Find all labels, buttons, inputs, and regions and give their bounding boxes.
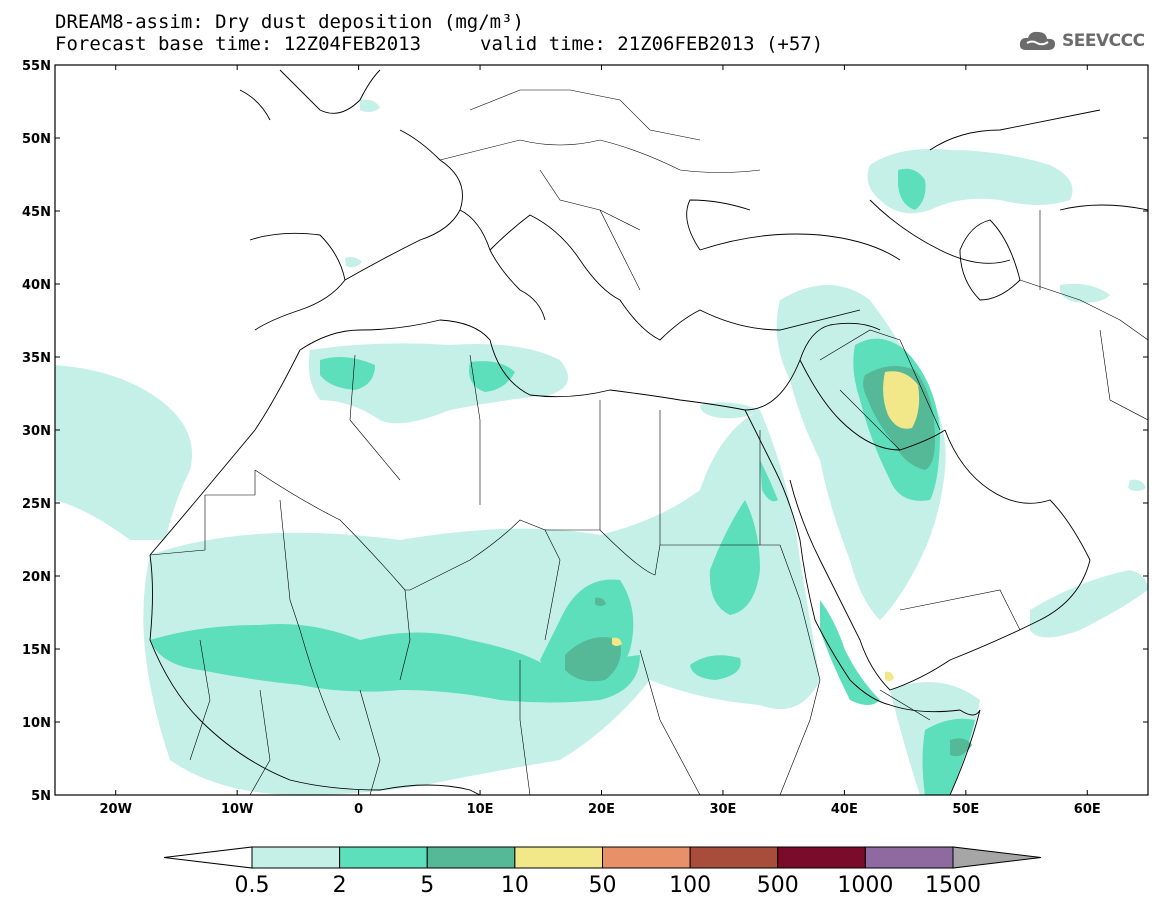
colorbar-label: 10 bbox=[501, 873, 529, 898]
latitude-ticks: 55N 50N 45N 40N 35N 30N 25N 20N 15N 10N 5N bbox=[22, 59, 1148, 804]
colorbar-label: 5 bbox=[420, 873, 434, 898]
colorbar-label: 1000 bbox=[837, 873, 893, 898]
colorbar: 0.5 2 5 10 50 100 500 1000 1500 bbox=[163, 846, 1042, 898]
colorbar-segment bbox=[514, 846, 603, 869]
logo-text: SEEVCCC bbox=[1062, 31, 1145, 51]
longitude-ticks: 20W 10W 0 10E 20E 30E 40E 50E 60E bbox=[100, 65, 1101, 817]
lat-label: 20N bbox=[22, 570, 51, 585]
lon-label: 60E bbox=[1074, 802, 1101, 817]
valid-time: valid time: 21Z06FEB2013 (+57) bbox=[480, 33, 824, 55]
lat-label: 50N bbox=[22, 132, 51, 147]
colorbar-label: 100 bbox=[669, 873, 711, 898]
lon-label: 40E bbox=[831, 802, 858, 817]
lon-label: 50E bbox=[952, 802, 979, 817]
dust-area-high bbox=[612, 371, 920, 682]
lon-label: 0 bbox=[354, 802, 363, 817]
lat-label: 30N bbox=[22, 424, 51, 439]
colorbar-label: 0.5 bbox=[235, 873, 270, 898]
lat-label: 15N bbox=[22, 643, 51, 658]
colorbar-segment bbox=[602, 846, 691, 869]
colorbar-over-arrow bbox=[952, 846, 1042, 869]
colorbar-segment bbox=[251, 846, 341, 869]
colorbar-label: 500 bbox=[757, 873, 799, 898]
lat-label: 55N bbox=[22, 59, 51, 74]
borders bbox=[149, 89, 1148, 795]
colorbar-segment bbox=[339, 846, 428, 869]
lat-label: 45N bbox=[22, 205, 51, 220]
lon-label: 20E bbox=[588, 802, 615, 817]
lat-label: 25N bbox=[22, 497, 51, 512]
lon-label: 30E bbox=[709, 802, 736, 817]
colorbar-label: 50 bbox=[589, 873, 617, 898]
lon-label: 10E bbox=[467, 802, 494, 817]
cloud-icon bbox=[1019, 31, 1055, 50]
colorbar-label: 1500 bbox=[925, 873, 981, 898]
seevccc-logo: SEEVCCC bbox=[1018, 28, 1145, 54]
lat-label: 10N bbox=[22, 716, 51, 731]
colorbar-segment bbox=[426, 846, 516, 869]
colorbar-segment bbox=[689, 846, 779, 869]
colorbar-label: 2 bbox=[333, 873, 347, 898]
colorbar-under-arrow bbox=[163, 846, 253, 869]
lat-label: 35N bbox=[22, 351, 51, 366]
forecast-base-time: Forecast base time: 12Z04FEB2013 bbox=[55, 33, 422, 55]
colorbar-segment bbox=[864, 846, 954, 869]
lon-label: 10W bbox=[221, 802, 253, 817]
lon-label: 20W bbox=[100, 802, 132, 817]
lat-label: 40N bbox=[22, 278, 51, 293]
map-title: DREAM8-assim: Dry dust deposition (mg/m³… bbox=[55, 11, 524, 33]
coastlines bbox=[149, 69, 1148, 795]
colorbar-segment bbox=[777, 846, 866, 869]
lat-label: 5N bbox=[31, 789, 51, 804]
